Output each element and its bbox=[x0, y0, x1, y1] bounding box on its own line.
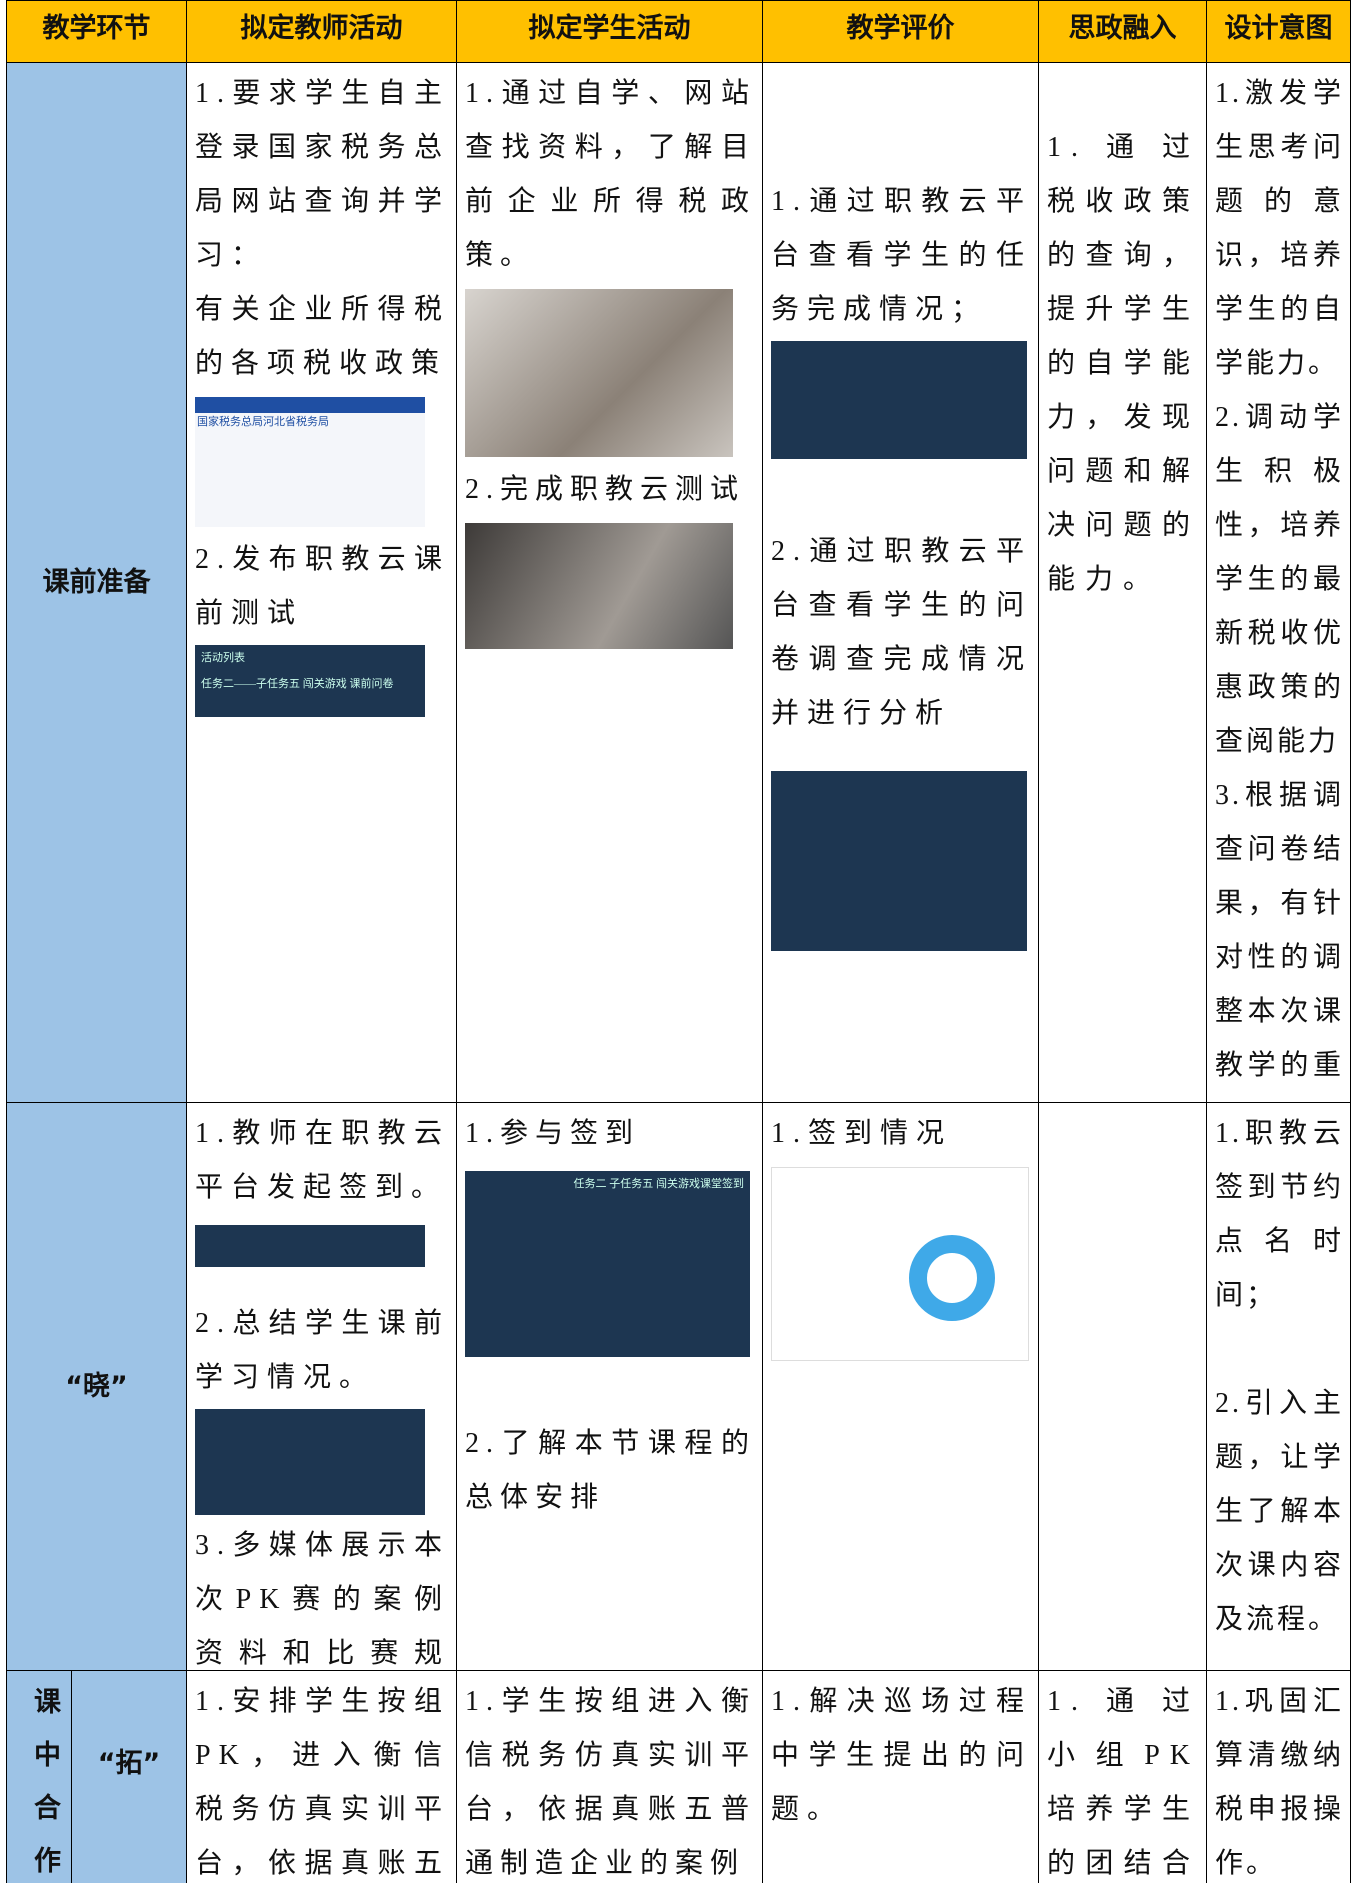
screen-text: 任务二 子任务五 闯关游戏课堂签到 bbox=[573, 1178, 745, 1190]
teacher-cell: 1.要求学生自主登录国家税务总局网站查询并学习： 有关企业所得税的各项税收政策 … bbox=[186, 62, 457, 1103]
intent-cell: 1.巩固汇算清缴纳税申报操作。 bbox=[1206, 1670, 1351, 1883]
header-cell: 思政融入 bbox=[1038, 0, 1207, 63]
app-screenshot: 活动列表任务二——子任务五 闯关游戏 课前问卷 bbox=[195, 645, 425, 717]
header-cell: 拟定教师活动 bbox=[186, 0, 457, 63]
paragraph: 2.发布职教云课前测试 bbox=[195, 544, 450, 629]
app-screenshot bbox=[771, 771, 1027, 951]
stage-text: “晓” bbox=[65, 1370, 128, 1402]
teacher-cell: 1.安排学生按组PK，进入衡信税务仿真实训平台，依据真账五普通制 bbox=[186, 1670, 457, 1883]
student-cell: 1.通过自学、网站查找资料，了解目前企业所得税政策。 2.完成职教云测试 bbox=[456, 62, 763, 1103]
paragraph: 1.要求学生自主登录国家税务总局网站查询并学习： bbox=[195, 78, 450, 271]
header-cell: 教学评价 bbox=[762, 0, 1039, 63]
paragraph: 1.通过职教云平台查看学生的任务完成情况； bbox=[771, 186, 1032, 325]
screen-text: 国家税务总局河北省税务局 bbox=[197, 416, 329, 428]
header-cell: 设计意图 bbox=[1206, 0, 1351, 63]
paragraph: 2.调动学生积极性，培养学生的最新税收优惠政策的查阅能力 bbox=[1215, 402, 1344, 757]
paragraph: 1.学生按组进入衡信税务仿真实训平台，依据真账五普通制造企业的案例 bbox=[465, 1686, 756, 1879]
paragraph: 3.根据调查问卷结果，有针对性的调整本次课教学的重难点。 bbox=[1215, 780, 1344, 1081]
paragraph: 1.激发学生思考问题的意识，培养学生的自学能力。 bbox=[1215, 78, 1344, 379]
stage-label: “晓” bbox=[6, 1102, 187, 1671]
paragraph: 1.解决巡场过程中学生提出的问题。 bbox=[771, 1686, 1032, 1825]
photo bbox=[465, 523, 733, 649]
app-screenshot: 任务二 子任务五 闯关游戏课堂签到 bbox=[465, 1171, 750, 1357]
paragraph: 2.引入主题，让学生了解本次课内容及流程。 bbox=[1215, 1388, 1344, 1635]
donut bbox=[909, 1235, 995, 1321]
paragraph: 2.了解本节课程的总体安排 bbox=[465, 1428, 756, 1513]
evaluation-cell: 1.签到情况 bbox=[762, 1102, 1039, 1671]
paragraph: 1.教师在职教云平台发起签到。 bbox=[195, 1118, 450, 1203]
student-cell: 1.学生按组进入衡信税务仿真实训平台，依据真账五普通制造企业的案例 bbox=[456, 1670, 763, 1883]
paragraph: 1.参与签到 bbox=[465, 1118, 641, 1149]
intent-cell: 1.激发学生思考问题的意识，培养学生的自学能力。 2.调动学生积极性，培养学生的… bbox=[1206, 62, 1351, 1103]
paragraph: 1.通过自学、网站查找资料，了解目前企业所得税政策。 bbox=[465, 78, 756, 271]
ideology-cell bbox=[1038, 1102, 1207, 1671]
header-cell: 教学环节 bbox=[6, 0, 187, 63]
student-cell: 1.参与签到 任务二 子任务五 闯关游戏课堂签到 2.了解本节课程的总体安排 bbox=[456, 1102, 763, 1671]
stage-label: 课前准备 bbox=[6, 62, 187, 1103]
paragraph: 1.巩固汇算清缴纳税申报操作。 bbox=[1215, 1686, 1344, 1879]
website-screenshot: 国家税务总局河北省税务局 bbox=[195, 397, 425, 527]
phase-label: 课中合作 bbox=[6, 1670, 72, 1883]
phase-text: 课中合作 bbox=[29, 1687, 60, 1883]
paragraph: 1.通过税收政策的查询，提升学生的自学能力，发现问题和解决问题的能力。 bbox=[1047, 132, 1200, 595]
app-screenshot bbox=[771, 341, 1027, 459]
paragraph: 1.通过小组PK培养学生的团结合作精 bbox=[1047, 1686, 1200, 1879]
screen-text: 任务二——子任务五 闯关游戏 课前问卷 bbox=[201, 678, 394, 690]
ideology-cell: 1.通过小组PK培养学生的团结合作精 bbox=[1038, 1670, 1207, 1883]
paragraph: 2.总结学生课前学习情况。 bbox=[195, 1308, 450, 1393]
stage-text: 课前准备 bbox=[42, 566, 151, 598]
stage-label: “拓” bbox=[71, 1670, 187, 1883]
header-cell: 拟定学生活动 bbox=[456, 0, 763, 63]
chart-screenshot bbox=[771, 1167, 1029, 1361]
photo bbox=[465, 289, 733, 457]
app-screenshot bbox=[195, 1225, 425, 1267]
paragraph: 1.签到情况 bbox=[771, 1118, 953, 1149]
ideology-cell: 1.通过税收政策的查询，提升学生的自学能力，发现问题和解决问题的能力。 bbox=[1038, 62, 1207, 1103]
intent-cell: 1.职教云签到节约点名时间； 2.引入主题，让学生了解本次课内容及流程。 bbox=[1206, 1102, 1351, 1671]
screen-text: 活动列表 bbox=[201, 652, 245, 664]
evaluation-cell: 1.解决巡场过程中学生提出的问题。 bbox=[762, 1670, 1039, 1883]
evaluation-cell: 1.通过职教云平台查看学生的任务完成情况； 2.通过职教云平台查看学生的问卷调查… bbox=[762, 62, 1039, 1103]
paragraph: 1.职教云签到节约点名时间； bbox=[1215, 1118, 1344, 1311]
paragraph: 2.完成职教云测试 bbox=[465, 474, 746, 505]
paragraph: 2.通过职教云平台查看学生的问卷调查完成情况并进行分析 bbox=[771, 536, 1032, 729]
paragraph: 有关企业所得税的各项税收政策 bbox=[195, 294, 450, 379]
paragraph: 3.多媒体展示本次PK赛的案例资料和比赛规则。 bbox=[195, 1530, 450, 1669]
app-screenshot bbox=[195, 1409, 425, 1515]
teacher-cell: 1.教师在职教云平台发起签到。 2.总结学生课前学习情况。 3.多媒体展示本次P… bbox=[186, 1102, 457, 1671]
paragraph: 1.安排学生按组PK，进入衡信税务仿真实训平台，依据真账五普通制 bbox=[195, 1686, 450, 1879]
stage-text: “拓” bbox=[97, 1748, 161, 1779]
